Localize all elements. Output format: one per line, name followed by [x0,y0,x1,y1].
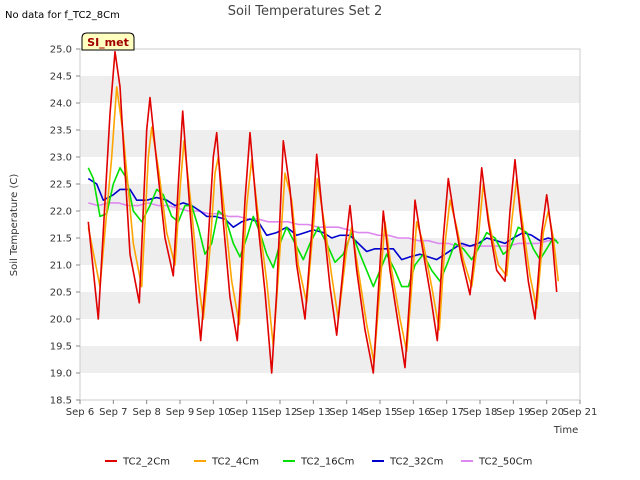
y-tick-label: 19.5 [50,342,72,353]
x-tick-label: Sep 9 [166,407,194,418]
grid-band [80,211,580,238]
x-tick-label: Sep 6 [66,407,94,418]
x-tick-label: Sep 12 [263,407,298,418]
y-tick-label: 23.0 [50,153,72,164]
legend-label: TC2_32Cm [389,457,443,468]
grid-band [80,292,580,319]
x-axis-label: Time [553,425,578,436]
no-data-note: No data for f_TC2_8Cm [5,10,120,21]
y-tick-label: 22.0 [50,207,72,218]
x-tick-label: Sep 14 [329,407,364,418]
grid-band [80,319,580,346]
grid-band [80,346,580,373]
y-tick-label: 21.0 [50,261,72,272]
plot-area [79,48,581,401]
x-tick-label: Sep 13 [296,407,331,418]
x-tick-label: Sep 21 [563,407,598,418]
series-line-tc2-2cm [87,50,558,374]
x-tick-label: Sep 7 [99,407,127,418]
legend-label: TC2_50Cm [478,457,532,468]
grid-band [80,373,580,400]
site-badge-label: SI_met [87,36,129,49]
legend-label: TC2_4Cm [211,457,259,468]
y-tick-label: 25.0 [50,45,72,56]
y-tick-label: 21.5 [50,234,72,245]
y-tick-label: 18.5 [50,396,72,407]
grid-bands [80,49,580,400]
x-tick-label: Sep 18 [463,407,498,418]
y-tick-label: 24.5 [50,72,72,83]
grid-band [80,49,580,76]
y-tick-label: 20.5 [50,288,72,299]
x-tick-label: Sep 8 [132,407,160,418]
x-tick-label: Sep 15 [363,407,398,418]
legend-label: TC2_16Cm [300,457,354,468]
y-tick-label: 19.0 [50,369,72,380]
legend: TC2_2Cm TC2_4Cm TC2_16Cm TC2_32Cm TC2_50Cm [105,457,532,468]
y-tick-label: 24.0 [50,99,72,110]
x-tick-label: Sep 20 [529,407,564,418]
x-tick-label: Sep 17 [429,407,464,418]
grid-band [80,76,580,103]
y-tick-label: 23.5 [50,126,72,137]
y-axis-label: Soil Temperature (C) [9,174,20,277]
x-tick-label: Sep 10 [196,407,231,418]
x-tick-label: Sep 11 [229,407,264,418]
grid-band [80,130,580,157]
y-tick-label: 22.5 [50,180,72,191]
series-layer [87,50,560,374]
site-badge-box [81,32,135,51]
x-tick-label: Sep 16 [396,407,431,418]
y-tick-label: 20.0 [50,315,72,326]
chart-title: Soil Temperatures Set 2 [228,4,383,19]
site-badge: SI_met [81,32,135,51]
grid-band [80,103,580,130]
legend-label: TC2_2Cm [122,457,170,468]
y-axis-ticks: 18.5 19.0 19.5 20.0 20.5 21.0 21.5 22.0 22.5 23.0… [50,45,80,407]
x-tick-label: Sep 19 [496,407,531,418]
grid-band [80,157,580,184]
